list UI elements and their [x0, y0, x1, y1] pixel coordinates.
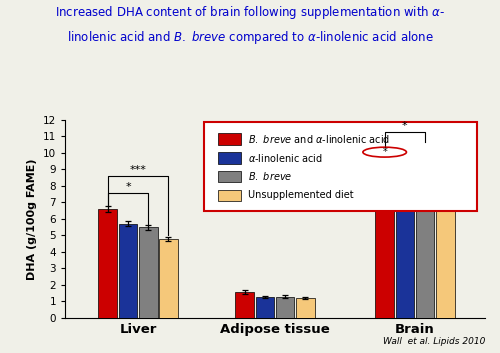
- Bar: [436, 174, 454, 318]
- Text: Unsupplemented diet: Unsupplemented diet: [248, 190, 354, 200]
- Bar: [296, 298, 314, 318]
- Text: ***: ***: [130, 165, 146, 175]
- FancyBboxPatch shape: [218, 152, 242, 163]
- Bar: [276, 297, 294, 318]
- Text: *: *: [402, 121, 407, 131]
- FancyBboxPatch shape: [204, 122, 476, 211]
- FancyBboxPatch shape: [218, 190, 242, 201]
- Bar: [416, 148, 434, 318]
- Text: Wall  et al. Lipids 2010: Wall et al. Lipids 2010: [382, 337, 485, 346]
- Text: Increased DHA content of brain following supplementation with $\alpha$-: Increased DHA content of brain following…: [55, 4, 445, 21]
- Text: $\it{B.\ breve}$ and $\alpha$-linolenic acid: $\it{B.\ breve}$ and $\alpha$-linolenic …: [248, 133, 390, 145]
- Text: linolenic acid and $\it{B.\ breve}$ compared to $\alpha$-linolenic acid alone: linolenic acid and $\it{B.\ breve}$ comp…: [66, 29, 434, 46]
- Bar: [139, 227, 158, 318]
- Text: *: *: [382, 147, 387, 157]
- Bar: [236, 292, 254, 318]
- FancyBboxPatch shape: [218, 171, 242, 182]
- FancyBboxPatch shape: [218, 133, 242, 145]
- Y-axis label: DHA (g/100g FAME): DHA (g/100g FAME): [27, 158, 37, 280]
- Text: *: *: [125, 182, 131, 192]
- Bar: [118, 224, 138, 318]
- Bar: [396, 169, 414, 318]
- Bar: [98, 209, 117, 318]
- Text: $\alpha$-linolenic acid: $\alpha$-linolenic acid: [248, 151, 322, 163]
- Text: $\it{B.\ breve}$: $\it{B.\ breve}$: [248, 170, 292, 183]
- Bar: [376, 153, 394, 318]
- Bar: [256, 297, 274, 318]
- Bar: [159, 239, 178, 318]
